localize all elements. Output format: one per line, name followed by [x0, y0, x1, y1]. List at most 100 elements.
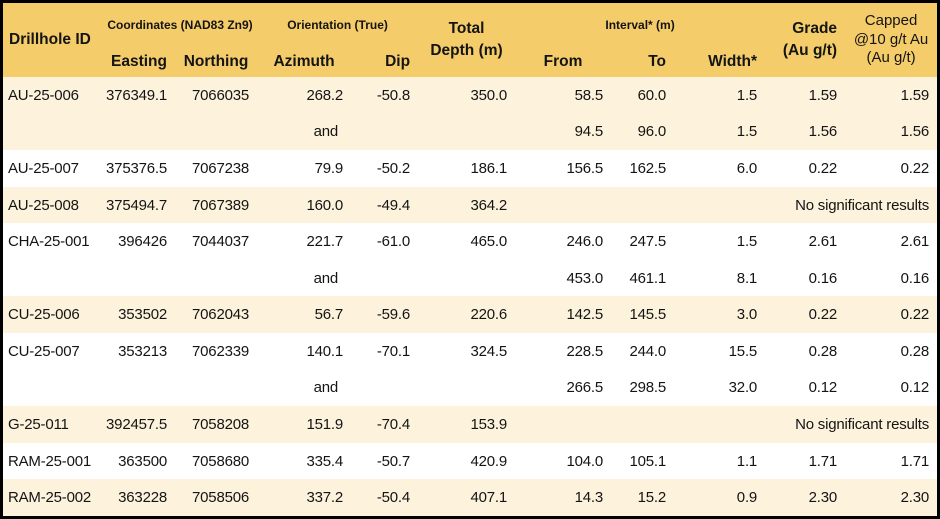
cell-depth: 220.6 [418, 296, 516, 334]
cell-width: 8.1 [674, 259, 766, 297]
cell-drillhole-id: AU-25-006 [3, 77, 103, 114]
col-header-drillhole-id: Drillhole ID [3, 3, 103, 77]
cell-capped: 1.59 [845, 77, 938, 114]
cell-capped: 1.56 [845, 113, 938, 151]
cell-northing: 7058680 [175, 442, 258, 480]
cell-northing: 7058208 [175, 406, 258, 443]
cell-easting [103, 113, 175, 151]
cell-northing: 7062043 [175, 296, 258, 334]
cell-from: 94.5 [515, 113, 612, 151]
cell-drillhole-id: AU-25-007 [3, 150, 103, 187]
cell-dip: -50.7 [351, 442, 419, 480]
cell-easting: 375494.7 [103, 186, 175, 224]
cell-and-label: and [257, 259, 352, 297]
cell-width: 1.5 [674, 113, 766, 151]
cell-northing [175, 369, 258, 407]
capped-line2: @10 g/t Au [853, 30, 929, 48]
cell-northing: 7067389 [175, 186, 258, 224]
col-group-interval: Interval* (m) [515, 3, 766, 47]
grade-line2: (Au g/t) [782, 42, 838, 59]
cell-depth: 324.5 [418, 333, 516, 370]
cell-drillhole-id: CU-25-006 [3, 296, 103, 334]
cell-and-label: and [257, 369, 352, 407]
cell-grade: 1.71 [765, 442, 846, 480]
table-row: G-25-011 392457.5 7058208 151.9 -70.4 15… [3, 406, 938, 443]
col-header-to: To [611, 47, 675, 77]
cell-easting [103, 369, 175, 407]
cell-to: 145.5 [611, 296, 675, 334]
cell-drillhole-id: RAM-25-002 [3, 479, 103, 516]
cell-drillhole-id: AU-25-008 [3, 186, 103, 224]
cell-easting: 376349.1 [103, 77, 175, 114]
cell-width: 3.0 [674, 296, 766, 334]
cell-capped: 0.16 [845, 259, 938, 297]
cell-dip: -70.4 [351, 406, 419, 443]
cell-azimuth: 79.9 [257, 150, 352, 187]
total-depth-line2: Depth (m) [430, 42, 503, 59]
cell-depth [418, 113, 516, 151]
cell-easting: 396426 [103, 223, 175, 260]
cell-northing [175, 259, 258, 297]
cell-easting: 375376.5 [103, 150, 175, 187]
cell-northing: 7067238 [175, 150, 258, 187]
cell-to: 96.0 [611, 113, 675, 151]
col-header-from: From [515, 47, 612, 77]
cell-dip [351, 259, 419, 297]
cell-dip [351, 369, 419, 407]
cell-from: 246.0 [515, 223, 612, 260]
table-row: AU-25-006 376349.1 7066035 268.2 -50.8 3… [3, 77, 938, 114]
cell-width: 15.5 [674, 333, 766, 370]
cell-azimuth: 268.2 [257, 77, 352, 114]
cell-easting: 392457.5 [103, 406, 175, 443]
cell-width: 0.9 [674, 479, 766, 516]
cell-depth: 420.9 [418, 442, 516, 480]
cell-northing: 7058506 [175, 479, 258, 516]
cell-width: 1.5 [674, 77, 766, 114]
cell-depth: 465.0 [418, 223, 516, 260]
cell-to: 162.5 [611, 150, 675, 187]
grade-line1: Grade [792, 19, 838, 37]
col-header-total-depth: Total Depth (m) [418, 3, 516, 77]
table-row: AU-25-007 375376.5 7067238 79.9 -50.2 18… [3, 150, 938, 187]
total-depth-line1: Total [448, 19, 485, 37]
col-group-orientation: Orientation (True) [257, 3, 419, 47]
cell-azimuth: 337.2 [257, 479, 352, 516]
cell-width: 32.0 [674, 369, 766, 407]
cell-easting [103, 259, 175, 297]
cell-dip: -50.8 [351, 77, 419, 114]
col-header-azimuth: Azimuth [257, 47, 352, 77]
col-header-grade: Grade (Au g/t) [765, 3, 846, 77]
cell-depth: 153.9 [418, 406, 516, 443]
cell-depth: 186.1 [418, 150, 516, 187]
cell-capped: 0.22 [845, 296, 938, 334]
cell-capped: 0.28 [845, 333, 938, 370]
cell-capped: 1.71 [845, 442, 938, 480]
cell-from: 14.3 [515, 479, 612, 516]
cell-azimuth: 140.1 [257, 333, 352, 370]
cell-northing: 7044037 [175, 223, 258, 260]
cell-depth: 407.1 [418, 479, 516, 516]
cell-no-significant-results: No significant results [515, 406, 938, 443]
cell-azimuth: 160.0 [257, 186, 352, 224]
cell-dip [351, 113, 419, 151]
cell-grade: 0.12 [765, 369, 846, 407]
cell-from: 142.5 [515, 296, 612, 334]
table-row-continuation: and 266.5 298.5 32.0 0.12 0.12 [3, 369, 938, 407]
cell-to: 461.1 [611, 259, 675, 297]
cell-drillhole-id: G-25-011 [3, 406, 103, 443]
cell-easting: 363228 [103, 479, 175, 516]
cell-dip: -50.2 [351, 150, 419, 187]
cell-from: 453.0 [515, 259, 612, 297]
cell-from: 104.0 [515, 442, 612, 480]
cell-grade: 0.22 [765, 150, 846, 187]
cell-no-significant-results: No significant results [515, 186, 938, 224]
cell-dip: -49.4 [351, 186, 419, 224]
cell-easting: 353502 [103, 296, 175, 334]
table-row-continuation: and 453.0 461.1 8.1 0.16 0.16 [3, 259, 938, 297]
table-row: RAM-25-002 363228 7058506 337.2 -50.4 40… [3, 479, 938, 516]
cell-and-label: and [257, 113, 352, 151]
cell-drillhole-id: CHA-25-001 [3, 223, 103, 260]
cell-northing: 7062339 [175, 333, 258, 370]
cell-grade: 0.16 [765, 259, 846, 297]
table-row: CHA-25-001 396426 7044037 221.7 -61.0 46… [3, 223, 938, 260]
